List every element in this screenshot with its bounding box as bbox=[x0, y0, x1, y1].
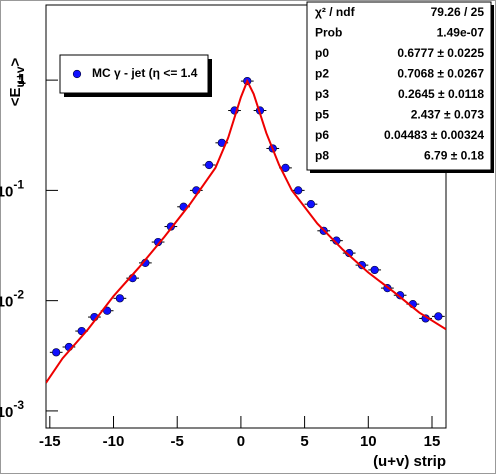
stats-name: p3 bbox=[315, 87, 329, 101]
stats-value: 2.437 ± 0.073 bbox=[411, 108, 485, 122]
x-tick-label: 0 bbox=[237, 433, 245, 450]
y-label-end: > bbox=[7, 57, 24, 66]
y-tick-base: 10 bbox=[0, 404, 13, 421]
x-tick-label: 5 bbox=[300, 433, 308, 450]
y-tick-base: 10 bbox=[0, 183, 13, 200]
stats-box: χ² / ndf 79.26 / 25 Prob 1.49e-07 p0 0.6777 ±… bbox=[306, 1, 494, 173]
y-tick-exponent: -2 bbox=[13, 288, 24, 302]
stats-name: p5 bbox=[315, 108, 329, 122]
y-label-main: <E bbox=[7, 88, 24, 107]
y-label-sub: u+v bbox=[13, 66, 27, 87]
stats-value: 0.6777 ± 0.0225 bbox=[397, 46, 484, 60]
stats-value: 0.04483 ± 0.00324 bbox=[384, 128, 484, 142]
data-point bbox=[294, 186, 303, 195]
fit-curve bbox=[46, 78, 446, 384]
legend-label: MC γ - jet (η <= 1.4 bbox=[92, 66, 198, 80]
stats-name: χ² / ndf bbox=[315, 5, 356, 19]
plot-area bbox=[46, 76, 446, 428]
data-point bbox=[115, 294, 124, 303]
x-tick-label: -10 bbox=[103, 433, 125, 450]
stats-name: p6 bbox=[315, 128, 329, 142]
data-point bbox=[357, 261, 367, 270]
x-tick-label: -15 bbox=[39, 433, 61, 450]
stats-value: 79.26 / 25 bbox=[431, 5, 485, 19]
stats-frame bbox=[306, 1, 492, 171]
stats-value: 0.2645 ± 0.0118 bbox=[398, 87, 484, 101]
x-tick-label: 15 bbox=[424, 433, 441, 450]
y-tick-label: 10-1 bbox=[0, 178, 24, 201]
data-point bbox=[434, 312, 443, 321]
legend-marker bbox=[72, 69, 82, 79]
x-axis-label: (u+v) strip bbox=[373, 453, 446, 470]
stats-name: p2 bbox=[315, 67, 329, 81]
y-tick-label: 1 bbox=[18, 71, 26, 88]
data-point bbox=[204, 160, 214, 170]
legend-box bbox=[59, 54, 209, 94]
y-tick-label: 10-2 bbox=[0, 288, 24, 311]
y-tick-base: 10 bbox=[0, 294, 13, 311]
y-axis-label: <Eu+v> bbox=[7, 57, 27, 106]
x-tick-label: 10 bbox=[360, 433, 377, 450]
stats-value: 6.79 ± 0.18 bbox=[424, 149, 484, 163]
stats-name: p8 bbox=[315, 149, 329, 163]
stats-name: p0 bbox=[315, 46, 329, 60]
stats-value: 0.7068 ± 0.0267 bbox=[397, 67, 484, 81]
stats-name: Prob bbox=[315, 26, 342, 40]
data-point bbox=[306, 200, 316, 209]
stats-value: 1.49e-07 bbox=[437, 26, 485, 40]
data-point bbox=[370, 265, 379, 275]
y-tick-exponent: -3 bbox=[13, 398, 24, 412]
y-tick-label: 10-3 bbox=[0, 398, 24, 421]
y-tick-exponent: -1 bbox=[13, 178, 24, 192]
x-tick-label: -5 bbox=[171, 433, 184, 450]
data-point bbox=[52, 348, 61, 357]
